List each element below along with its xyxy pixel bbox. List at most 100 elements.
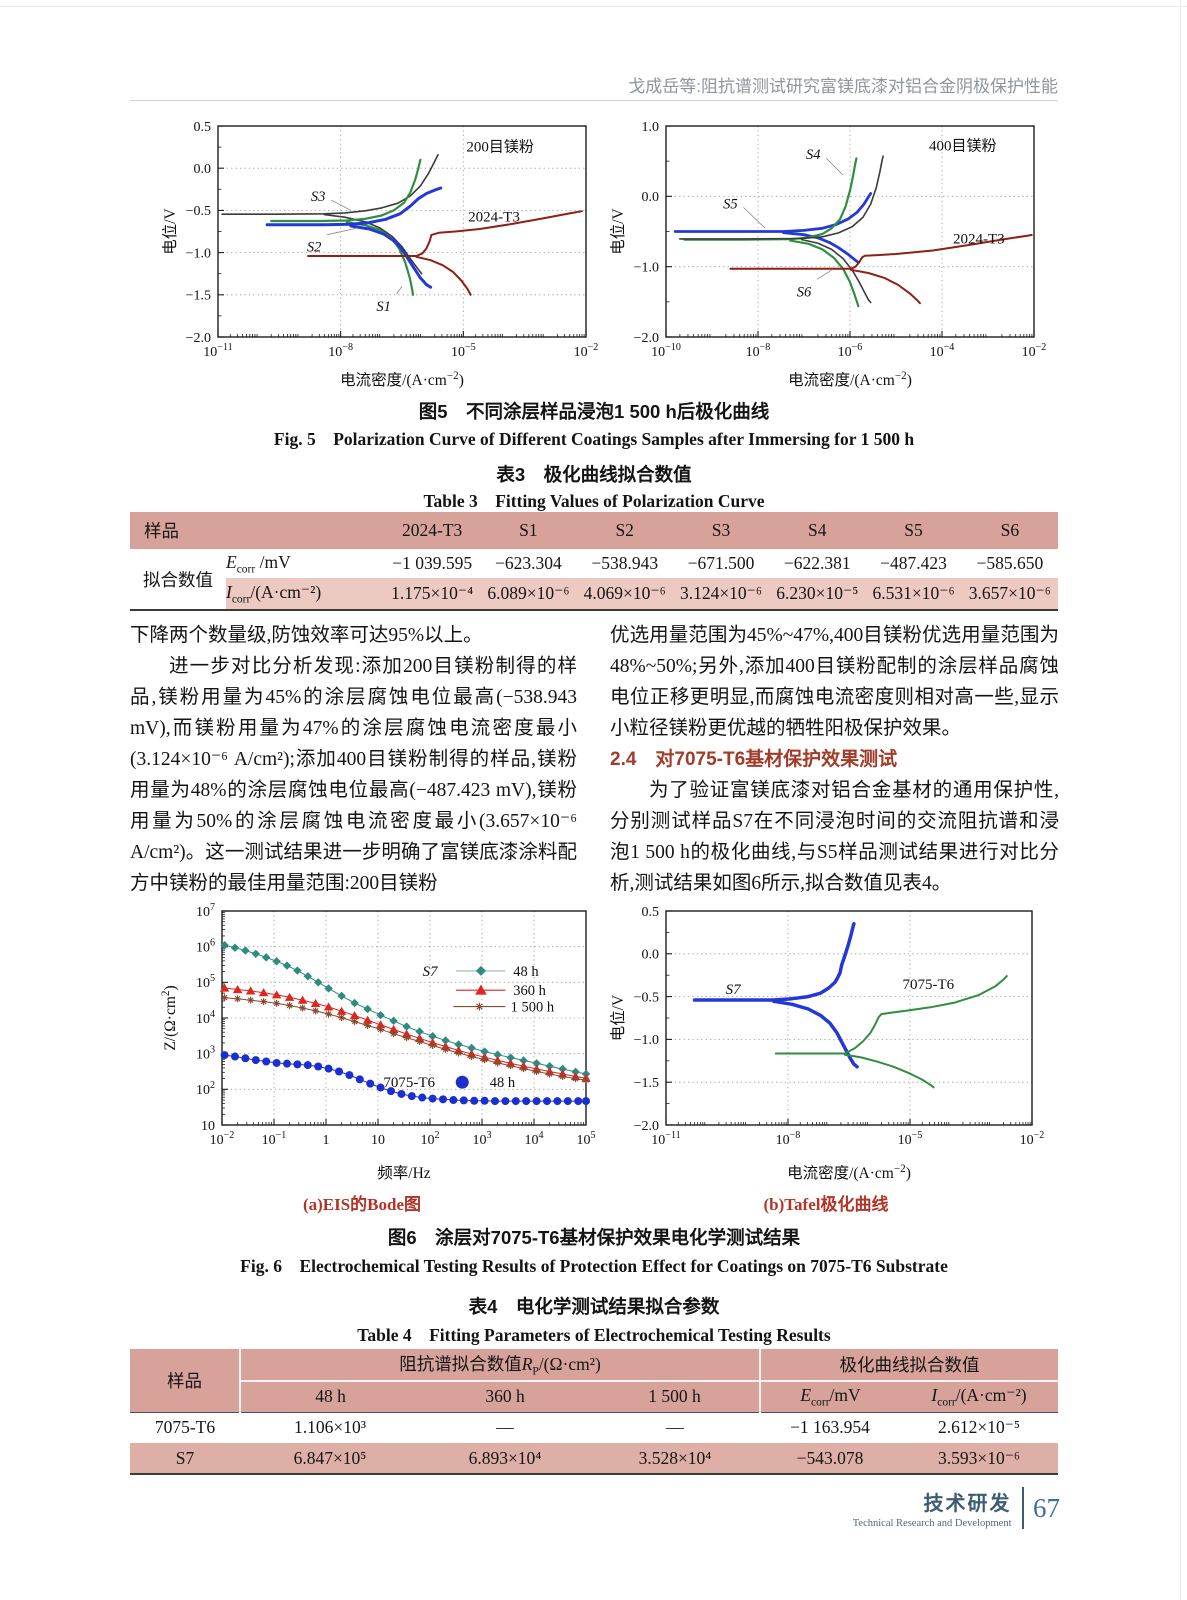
table3-header-row: 样品 2024-T3 S1 S2 S3 S4 S5 S6 [130,512,1058,549]
fig5a-polarization-chart-200mesh: 10−11 10−8 10−5 10−2 0.5 0.0 −0.5 −1.0 −1.5 −2.0 电… [158,116,598,394]
running-header: 戈成岳等:阻抗谱测试研究富镁底漆对铝合金阴极保护性能 [628,77,1058,96]
rp-unit: /(Ω·cm²) [538,1354,601,1375]
svg-text:7075-T6: 7075-T6 [383,1075,435,1091]
page-top-scan-line [0,6,1187,7]
fig6a-subcaption: (a)EIS的Bode图 [302,1195,422,1214]
table3-cell: 1.175×10⁻⁴ [391,583,474,603]
svg-text:107: 107 [196,903,215,920]
table3-icorr-param: Icorr/(A·cm⁻²) [226,578,384,610]
paragraph: 优选用量范围为45%~47%,400目镁粉优选用量范围为48%~50%;另外,添… [610,625,1059,739]
table4-cell: 6.847×10⁵ [293,1447,367,1468]
table3-header-s6: S6 [1000,520,1020,540]
fig6b-tafel-chart: 10−11 10−8 10−5 10−2 0.5 0.0 −0.5 −1.0 −1.5 −2.0 电… [606,903,1046,1187]
table4-cell: 6.893×10⁴ [468,1447,542,1468]
svg-text:10−8: 10−8 [328,342,353,360]
table3-header-s3: S3 [711,520,731,540]
svg-text:10: 10 [371,1133,385,1148]
table3: 样品 2024-T3 S1 S2 S3 S4 S5 S6 拟合数值 Ecorr … [130,512,1058,611]
footer-divider [1021,1487,1024,1529]
page-right-scan-line [1180,0,1181,1600]
table3-cell: 3.657×10⁻⁶ [968,583,1051,603]
footer-en: Technical Research and Development [852,1518,1012,1529]
svg-text:10−5: 10−5 [898,1130,923,1148]
table3-icorr-row: Icorr/(A·cm⁻²) 1.175×10⁻⁴ 6.089×10⁻⁶ 4.0… [130,578,1058,610]
svg-text:电流密度/(A·cm−2): 电流密度/(A·cm−2) [340,370,464,389]
svg-text:10−11: 10−11 [203,342,232,360]
ecorr-sub: corr [811,1396,830,1409]
table4-group-header-row: 样品 阻抗谱拟合数值RP/(Ω·cm²) 极化曲线拟合数值 [130,1349,1058,1413]
page-footer: 技术研发 Technical Research and Development … [853,1487,1060,1529]
table4-header-polarization-group: 极化曲线拟合数值 [759,1349,1058,1382]
table4-header-icorr: Icorr/(A·cm⁻²) [900,1381,1058,1413]
fig6-caption-en: Fig. 6 Electrochemical Testing Results o… [240,1256,948,1276]
svg-text:10−1: 10−1 [262,1130,287,1148]
footer-cn: 技术研发 [923,1493,1012,1515]
svg-text:S7: S7 [726,982,743,998]
table4-header-ecorr: Ecorr/mV [759,1381,900,1413]
svg-text:102: 102 [420,1130,439,1148]
paragraph: 为了验证富镁底漆对铝合金基材的通用保护性,分别测试样品S7在不同浸泡时间的交流阻… [610,780,1059,894]
fig5b-svg: 10−10 10−8 10−6 10−4 10−2 1.0 0.0 −1.0 −2.0 电流密度/… [609,120,1046,389]
table3-cell: −1 039.595 [392,553,473,573]
svg-text:−2.0: −2.0 [634,1119,659,1134]
svg-text:10: 10 [201,1119,215,1134]
fig5b-polarization-chart-400mesh: 10−10 10−8 10−6 10−4 10−2 1.0 0.0 −1.0 −2.0 电流密度/… [606,116,1046,394]
icorr-symbol: I [226,581,232,602]
header-rule [130,100,1058,101]
icorr-unit: /(A·cm⁻²) [250,581,322,602]
icorr-sub: corr [937,1396,956,1409]
svg-text:10−2: 10−2 [574,342,598,360]
svg-text:10−8: 10−8 [746,342,771,360]
table4-cell-sample: S7 [175,1447,195,1468]
table3-cell: −538.943 [591,553,659,573]
table3-ecorr-row: 拟合数值 Ecorr /mV −1 039.595 −623.304 −538.… [130,549,1058,610]
fig5-caption-cn: 图5 不同涂层样品浸泡1 500 h后极化曲线 [418,401,770,422]
table4-header-360h: 360 h [420,1381,590,1413]
table4-cell: −1 163.954 [790,1417,870,1438]
table3-header-s5: S5 [904,520,923,540]
table4-cell: 3.593×10⁻⁶ [937,1447,1021,1468]
svg-text:360 h: 360 h [513,983,546,999]
table3-cell: −622.381 [783,553,851,573]
svg-text:2024-T3: 2024-T3 [953,232,1005,248]
svg-text:104: 104 [524,1130,543,1148]
table3-caption-en: Table 3 Fitting Values of Polarization C… [423,491,765,511]
table3-caption-cn: 表3 极化曲线拟合数值 [496,464,692,485]
svg-text:电位/V: 电位/V [609,207,627,254]
ecorr-sub: corr [236,563,256,576]
table4-subheader-row: 48 h 360 h 1 500 h Ecorr/mV Icorr/(A·cm⁻… [130,1381,1058,1413]
svg-text:电流密度/(A·cm−2): 电流密度/(A·cm−2) [788,370,912,389]
table3-cell: 3.124×10⁻⁶ [679,583,763,603]
svg-text:电位/V: 电位/V [161,207,179,254]
svg-text:102: 102 [196,1080,215,1098]
svg-text:0.0: 0.0 [642,948,660,963]
table4: 样品 阻抗谱拟合数值RP/(Ω·cm²) 极化曲线拟合数值 48 h 360 h… [130,1349,1058,1475]
table3-cell: 6.531×10⁻⁶ [872,583,955,603]
table4-caption-cn: 表4 电化学测试结果拟合参数 [468,1296,720,1317]
svg-text:2024-T3: 2024-T3 [468,209,520,225]
table3-cell: −585.650 [976,553,1044,573]
fig6a-svg: 10−2 10−1 1 10 102 103 104 105 10 102 103 104 105 106… [160,902,596,1182]
svg-text:Z/(Ω·cm2): Z/(Ω·cm2) [160,985,179,1050]
paragraph: 下降两个数量级,防蚀效率可达95%以上。 [130,625,483,646]
table4-cell: 1.106×10³ [294,1417,366,1438]
svg-text:200目镁粉: 200目镁粉 [466,138,534,155]
svg-text:104: 104 [196,1009,215,1027]
table4-header-48h: 48 h [239,1381,420,1413]
fig6b-subcaption: (b)Tafel极化曲线 [763,1195,889,1214]
icorr-symbol: I [931,1385,938,1405]
svg-text:频率/Hz: 频率/Hz [377,1164,431,1182]
svg-text:10−8: 10−8 [776,1130,801,1148]
table3-cell: −487.423 [880,553,947,573]
rp-symbol: R [521,1354,533,1375]
table3-cell: 6.089×10⁻⁶ [487,583,570,603]
svg-text:1.0: 1.0 [642,120,660,135]
svg-text:7075-T6: 7075-T6 [902,977,954,993]
page-number: 67 [1033,1492,1060,1523]
svg-text:106: 106 [196,937,215,955]
ecorr-symbol: E [800,1385,812,1405]
table3-ecorr-param: Ecorr /mV [226,549,384,578]
fig5a-svg: 10−11 10−8 10−5 10−2 0.5 0.0 −0.5 −1.0 −1.5 −2.0 电… [161,120,598,389]
svg-text:−1.5: −1.5 [186,289,211,304]
